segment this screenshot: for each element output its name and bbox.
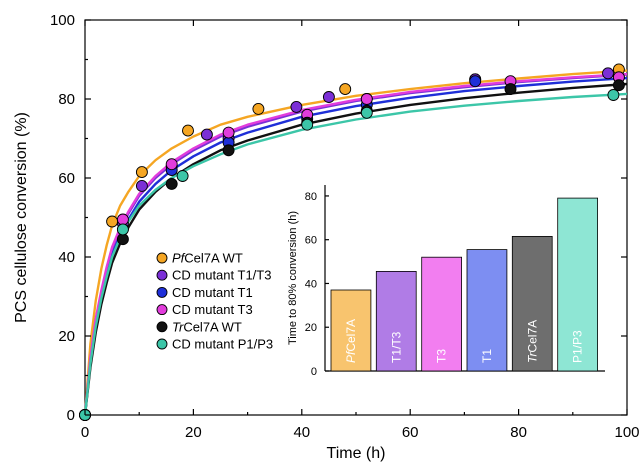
- x-tick-label: 100: [614, 424, 639, 441]
- data-point-pfcel7a-wt: [339, 83, 352, 96]
- data-point-cd-mutant-t3: [360, 93, 373, 105]
- x-tick-label: 40: [293, 424, 310, 441]
- inset-y-axis-title: Time to 80% conversion (h): [287, 211, 299, 345]
- inset-y-tick-label: 60: [305, 235, 317, 247]
- inset-bar-label-trcel7a: TrCel7A: [525, 320, 539, 363]
- data-point-pfcel7a-wt: [252, 102, 265, 115]
- legend-marker-cd-mutant-p1-p3: [156, 338, 168, 350]
- x-tick-label: 80: [510, 424, 527, 441]
- data-point-cd-mutant-p1-p3: [360, 106, 373, 119]
- legend-label-pfcel7a-wt: PfCel7A WT: [172, 251, 243, 266]
- legend-label-cd-mutant-t1-t3: CD mutant T1/T3: [172, 268, 271, 283]
- data-point-cd-mutant-t3: [222, 126, 235, 139]
- data-point-trcel7a-wt: [165, 177, 178, 190]
- y-tick-label: 100: [50, 12, 75, 29]
- x-tick-label: 0: [81, 424, 89, 441]
- y-axis-title: PCS cellulose conversion (%): [13, 112, 30, 323]
- y-tick-label: 20: [58, 328, 75, 345]
- data-point-trcel7a-wt: [504, 83, 517, 96]
- data-point-cd-mutant-p1-p3: [116, 223, 129, 236]
- inset-bar-trcel7a: [511, 235, 553, 372]
- y-tick-label: 40: [58, 249, 75, 266]
- inset-bar-t1-t3: [375, 270, 417, 372]
- x-axis-title: Time (h): [327, 445, 386, 462]
- legend-marker-cd-mutant-t1-t3: [156, 269, 168, 281]
- legend-label-cd-mutant-t3: CD mutant T3: [172, 302, 253, 317]
- data-point-cd-mutant-t1-t3: [322, 91, 335, 103]
- legend-label-cd-mutant-p1-p3: CD mutant P1/P3: [172, 337, 273, 352]
- inset-y-tick-label: 20: [305, 322, 317, 334]
- legend-label-cd-mutant-t1: CD mutant T1: [172, 285, 253, 300]
- data-point-cd-mutant-p1-p3: [176, 170, 189, 182]
- data-point-cd-mutant-t3: [165, 158, 178, 171]
- legend-marker-cd-mutant-t1: [156, 286, 168, 298]
- series-line-pfcel7a-wt: [83, 69, 628, 416]
- legend-marker-trcel7a-wt: [156, 321, 168, 333]
- inset-bar-label-t1: T1: [480, 349, 494, 363]
- inset-bar-t1: [466, 249, 508, 372]
- data-point-pfcel7a-wt: [135, 166, 148, 179]
- y-tick-label: 60: [58, 170, 75, 187]
- x-tick-label: 20: [185, 424, 202, 441]
- y-tick-label: 0: [67, 407, 75, 424]
- inset-bar-p1-p3: [557, 197, 599, 372]
- inset-bar-pfcel7a: [330, 289, 372, 372]
- inset-bar-t3: [421, 256, 463, 372]
- inset-y-tick-label: 40: [305, 278, 317, 290]
- legend-marker-pfcel7a-wt: [156, 252, 168, 264]
- data-point-pfcel7a-wt: [182, 124, 194, 137]
- data-point-cd-mutant-t1: [469, 75, 482, 88]
- data-point-cd-mutant-p1-p3: [607, 89, 620, 101]
- data-point-pfcel7a-wt: [106, 215, 119, 228]
- inset-bar-label-t3: T3: [435, 349, 449, 363]
- legend-label-trcel7a-wt: TrCel7A WT: [172, 319, 242, 334]
- data-point-trcel7a-wt: [222, 144, 235, 157]
- inset-bar-label-pfcel7a: PfCel7A: [344, 319, 358, 363]
- data-point-cd-mutant-p1-p3: [301, 118, 314, 131]
- data-point-cd-mutant-t1-t3: [135, 179, 148, 192]
- data-point-cd-mutant-t1-t3: [602, 67, 614, 80]
- y-tick-label: 80: [58, 91, 75, 108]
- data-point-cd-mutant-t1-t3: [290, 100, 303, 113]
- data-point-trcel7a-wt: [612, 79, 625, 92]
- data-point-cd-mutant-t1-t3: [200, 128, 213, 141]
- inset-y-tick-label: 0: [311, 366, 317, 378]
- x-tick-label: 60: [402, 424, 419, 441]
- inset-y-tick-label: 80: [305, 191, 317, 203]
- data-point-cd-mutant-t3: [116, 213, 129, 226]
- legend-marker-cd-mutant-t3: [156, 304, 168, 316]
- inset-bar-label-p1-p3: P1/P3: [571, 330, 585, 363]
- inset-bar-label-t1-t3: T1/T3: [389, 331, 403, 363]
